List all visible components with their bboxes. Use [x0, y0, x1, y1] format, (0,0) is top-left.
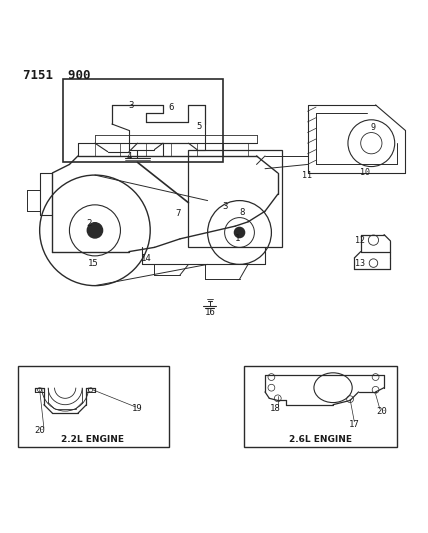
Bar: [63, 79, 223, 163]
Text: 7151  900: 7151 900: [23, 69, 90, 82]
Bar: [188, 150, 282, 247]
Circle shape: [235, 228, 245, 238]
Text: 19: 19: [132, 405, 143, 414]
Text: 1: 1: [235, 235, 240, 244]
Text: 11: 11: [302, 171, 312, 180]
Text: 2.6L ENGINE: 2.6L ENGINE: [289, 435, 352, 444]
Text: 15: 15: [87, 259, 98, 268]
Text: 17: 17: [349, 420, 360, 429]
Text: 2: 2: [86, 220, 91, 229]
Text: 14: 14: [140, 254, 152, 263]
Bar: [244, 366, 397, 447]
Text: 12: 12: [355, 236, 365, 245]
Text: 5: 5: [196, 122, 202, 131]
Text: 3: 3: [128, 101, 134, 110]
Circle shape: [87, 223, 103, 238]
Text: 4: 4: [126, 152, 132, 161]
Text: 3: 3: [222, 203, 227, 212]
Text: 20: 20: [377, 407, 387, 416]
Text: 7: 7: [175, 209, 181, 218]
Text: 6: 6: [169, 102, 174, 111]
Text: 2.2L ENGINE: 2.2L ENGINE: [61, 435, 124, 444]
Text: 18: 18: [270, 405, 281, 414]
Text: 20: 20: [34, 426, 45, 435]
Text: 16: 16: [205, 308, 215, 317]
Text: 10: 10: [360, 168, 370, 177]
Text: 9: 9: [371, 123, 376, 132]
Bar: [18, 366, 169, 447]
Text: 8: 8: [239, 207, 244, 216]
Text: 13: 13: [355, 259, 365, 268]
